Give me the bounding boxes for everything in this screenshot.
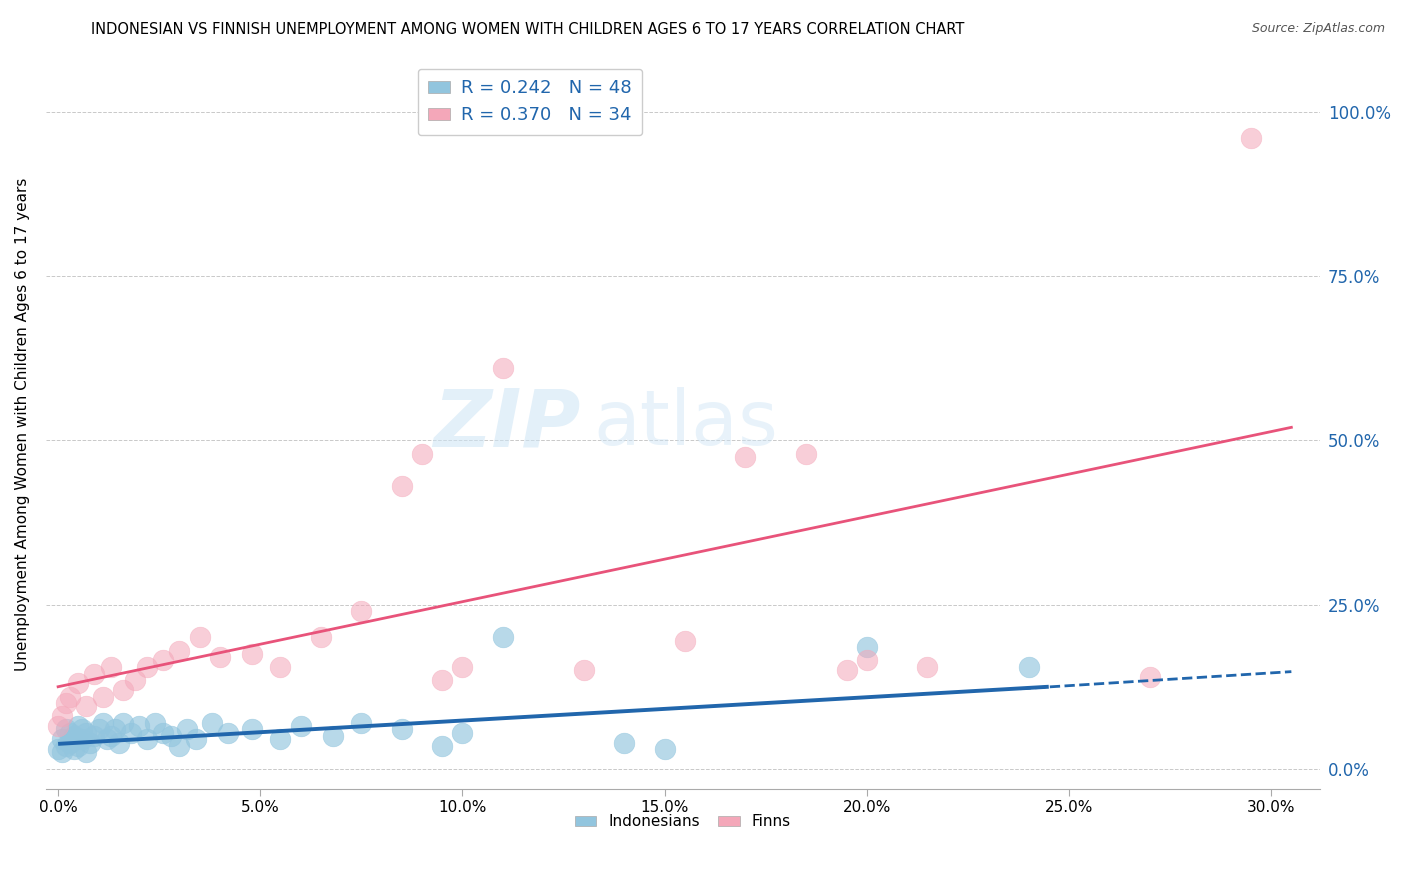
Point: [269, 732, 291, 747]
Point: [72, 732, 94, 747]
Point: [208, 650, 231, 665]
Point: [63, 742, 86, 756]
Point: [322, 729, 344, 743]
Point: [391, 479, 413, 493]
Point: [240, 723, 263, 737]
Text: ZIP: ZIP: [433, 385, 581, 463]
Point: [572, 663, 595, 677]
Point: [136, 732, 159, 747]
Point: [55, 739, 77, 753]
Point: [46, 719, 69, 733]
Point: [240, 647, 263, 661]
Point: [51, 709, 73, 723]
Text: INDONESIAN VS FINNISH UNEMPLOYMENT AMONG WOMEN WITH CHILDREN AGES 6 TO 17 YEARS : INDONESIAN VS FINNISH UNEMPLOYMENT AMONG…: [91, 22, 965, 37]
Point: [794, 447, 817, 461]
Point: [1018, 660, 1040, 674]
Y-axis label: Unemployment Among Women with Children Ages 6 to 17 years: Unemployment Among Women with Children A…: [15, 178, 30, 671]
Point: [169, 739, 191, 753]
Point: [492, 361, 515, 376]
Point: [75, 746, 97, 760]
Point: [72, 723, 94, 737]
Point: [309, 631, 332, 645]
Point: [411, 447, 433, 461]
Point: [55, 696, 77, 710]
Point: [100, 729, 122, 743]
Point: [835, 663, 858, 677]
Point: [128, 719, 150, 733]
Point: [67, 739, 90, 753]
Point: [350, 715, 373, 730]
Point: [855, 653, 877, 667]
Point: [91, 715, 114, 730]
Point: [59, 725, 82, 739]
Point: [176, 723, 198, 737]
Point: [152, 653, 174, 667]
Point: [59, 735, 82, 749]
Point: [107, 735, 129, 749]
Point: [75, 725, 97, 739]
Point: [734, 450, 756, 464]
Point: [350, 604, 373, 618]
Point: [143, 715, 166, 730]
Point: [111, 715, 134, 730]
Point: [1139, 670, 1161, 684]
Point: [152, 725, 174, 739]
Point: [83, 729, 105, 743]
Point: [87, 723, 110, 737]
Text: Source: ZipAtlas.com: Source: ZipAtlas.com: [1251, 22, 1385, 36]
Point: [63, 729, 86, 743]
Point: [51, 746, 73, 760]
Point: [201, 715, 224, 730]
Point: [55, 723, 77, 737]
Point: [79, 735, 101, 749]
Point: [654, 742, 676, 756]
Point: [96, 732, 118, 747]
Point: [120, 725, 142, 739]
Point: [104, 723, 127, 737]
Point: [432, 739, 454, 753]
Point: [91, 690, 114, 704]
Point: [184, 732, 207, 747]
Point: [67, 676, 90, 690]
Legend: Indonesians, Finns: Indonesians, Finns: [568, 808, 797, 836]
Point: [100, 660, 122, 674]
Point: [67, 719, 90, 733]
Point: [124, 673, 146, 688]
Point: [613, 735, 636, 749]
Point: [111, 683, 134, 698]
Point: [1240, 131, 1263, 145]
Point: [391, 723, 413, 737]
Point: [59, 690, 82, 704]
Point: [217, 725, 239, 739]
Point: [673, 633, 696, 648]
Point: [492, 631, 515, 645]
Point: [75, 699, 97, 714]
Text: atlas: atlas: [593, 387, 779, 461]
Point: [451, 660, 474, 674]
Point: [83, 666, 105, 681]
Point: [855, 640, 877, 655]
Point: [188, 631, 211, 645]
Point: [160, 729, 183, 743]
Point: [269, 660, 291, 674]
Point: [169, 643, 191, 657]
Point: [51, 732, 73, 747]
Point: [290, 719, 312, 733]
Point: [136, 660, 159, 674]
Point: [451, 725, 474, 739]
Point: [46, 742, 69, 756]
Point: [917, 660, 939, 674]
Point: [432, 673, 454, 688]
